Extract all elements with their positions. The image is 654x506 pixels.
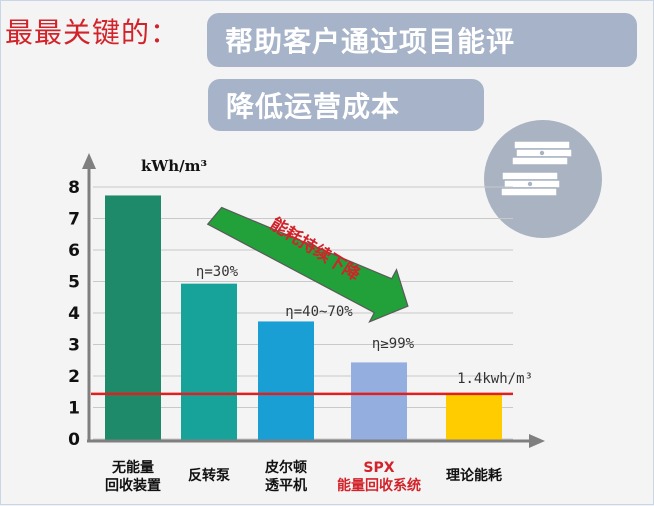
banner-project-assessment: 帮助客户通过项目能评 xyxy=(207,13,637,67)
bar xyxy=(181,283,237,440)
y-axis-label: kWh/m³ xyxy=(141,157,207,175)
category-label: 反转泵 xyxy=(188,467,230,484)
y-axis-arrowhead xyxy=(82,153,96,169)
category-label: 回收装置 xyxy=(105,477,161,494)
y-tick-label: 2 xyxy=(68,367,80,387)
money-stack-icon xyxy=(500,140,573,197)
banner-cost-reduction: 降低运营成本 xyxy=(208,79,484,131)
category-label: 能量回收系统 xyxy=(337,477,421,494)
trend-arrow-shape xyxy=(206,206,409,323)
y-tick-label: 8 xyxy=(68,178,80,198)
lead-heading: 最最关键的： xyxy=(5,16,180,49)
y-tick-label: 0 xyxy=(68,430,80,450)
bar xyxy=(351,362,407,440)
bar xyxy=(446,393,502,440)
x-axis-arrowhead xyxy=(529,434,545,448)
y-tick-label: 5 xyxy=(68,273,80,293)
category-label: 透平机 xyxy=(265,477,307,494)
bar-label: η≥99% xyxy=(372,336,415,352)
y-tick-label: 7 xyxy=(68,210,80,230)
money-badge xyxy=(484,120,602,238)
y-tick-label: 4 xyxy=(68,304,80,324)
bar xyxy=(105,195,161,440)
bar-label: η=40~70% xyxy=(285,304,353,320)
category-label: 理论能耗 xyxy=(446,467,502,484)
category-label: 无能量 xyxy=(111,459,154,476)
bar-label: η=30% xyxy=(196,264,239,280)
bar xyxy=(258,321,314,440)
y-tick-label: 1 xyxy=(68,399,80,419)
category-label: SPX xyxy=(363,460,394,476)
bar-label: 1.4kwh/m³ xyxy=(457,371,533,387)
y-tick-label: 6 xyxy=(68,241,80,261)
y-tick-label: 3 xyxy=(68,336,80,356)
category-label: 皮尔顿 xyxy=(264,459,307,476)
